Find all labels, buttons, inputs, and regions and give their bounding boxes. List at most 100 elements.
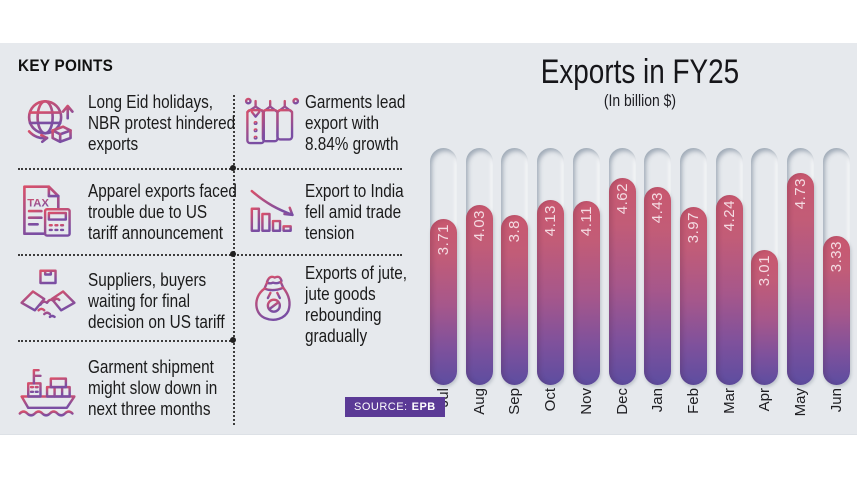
month-label: Jan <box>649 388 667 413</box>
declining-chart-icon <box>242 182 304 246</box>
handshake-icon <box>14 266 82 332</box>
key-point-item: Suppliers, buyers waiting for final deci… <box>88 270 249 333</box>
bar-value-text: 3.01 <box>756 255 774 287</box>
bar-value-label: 3.71 <box>430 224 457 255</box>
key-point-text: Suppliers, buyers waiting for final deci… <box>88 270 225 332</box>
month-slot: Sep <box>501 388 528 432</box>
chart-title-text: Exports in FY25 <box>540 53 740 91</box>
month-slot: Aug <box>466 388 493 432</box>
chart-subtitle: (In billion $) <box>428 91 852 111</box>
bar-slot: 4.62 <box>608 148 636 385</box>
globe-export-icon <box>12 88 82 156</box>
month-slot: Jun <box>823 388 850 432</box>
infographic-panel <box>0 43 857 435</box>
source-badge: SOURCE: EPB <box>345 397 445 417</box>
bar-value-label: 4.11 <box>573 206 600 236</box>
garments-icon <box>240 90 304 156</box>
bar-slot: 4.24 <box>715 148 743 385</box>
row-divider-3-dotted-line <box>18 340 235 342</box>
month-label: Aug <box>470 388 488 415</box>
key-point-item: Apparel exports faced trouble due to US … <box>88 181 263 244</box>
bar-value-label: 3.33 <box>823 241 850 272</box>
bar: 4.24 <box>715 195 743 385</box>
key-point-text: Apparel exports faced trouble due to US … <box>88 181 237 243</box>
month-label: Sep <box>506 388 524 415</box>
month-slot: Feb <box>680 388 707 432</box>
x-axis-labels: JulAugSepOctNovDecJanFebMarAprMayJun <box>430 388 850 432</box>
month-label: May <box>792 388 810 417</box>
jute-sack-icon <box>243 266 303 330</box>
month-slot: Mar <box>716 388 743 432</box>
bar-slot: 3.8 <box>501 148 529 385</box>
bar: 4.11 <box>572 201 600 385</box>
bar-value-label: 3.01 <box>751 255 778 286</box>
bar-slot: 3.01 <box>751 148 779 385</box>
bar-chart: 3.71 4.03 3.8 4.13 4.11 4.62 4.43 3.97 4.24 3.01 4… <box>430 148 850 385</box>
bar-value-label: 4.03 <box>466 210 493 241</box>
key-point-item: Garments lead export with 8.84% growth <box>305 92 423 155</box>
key-point-text: Garment shipment might slow down in next… <box>88 357 218 419</box>
bar: 4.03 <box>465 205 493 385</box>
bar-slot: 3.33 <box>822 148 850 385</box>
bar-slot: 3.97 <box>680 148 708 385</box>
bar-slot: 4.03 <box>465 148 493 385</box>
month-slot: Apr <box>751 388 778 432</box>
chart-title: Exports in FY25 <box>428 53 852 92</box>
source-value: EPB <box>411 401 436 413</box>
month-slot: Dec <box>609 388 636 432</box>
bar: 4.62 <box>608 178 636 385</box>
column-divider-dotted-line <box>233 95 235 425</box>
month-label: Oct <box>542 388 560 412</box>
chart-subtitle-text: (In billion $) <box>603 91 677 110</box>
bar-slot: 4.13 <box>537 148 565 385</box>
month-label: Feb <box>685 388 703 414</box>
bar-value-text: 3.8 <box>506 220 524 243</box>
month-slot: May <box>787 388 814 432</box>
bar-slot: 4.73 <box>787 148 815 385</box>
bar-value-text: 3.33 <box>827 241 845 273</box>
key-point-text: Garments lead export with 8.84% growth <box>305 92 406 154</box>
bar: 4.73 <box>787 173 815 385</box>
key-point-item: Garment shipment might slow down in next… <box>88 357 240 420</box>
key-points-heading-text: KEY POINTS <box>18 56 114 75</box>
key-point-item: Exports of jute, jute goods rebounding g… <box>305 263 425 347</box>
key-point-item: Export to India fell amid trade tension <box>305 181 421 244</box>
month-slot: Jan <box>644 388 671 432</box>
bar-slot: 4.43 <box>644 148 672 385</box>
bar-value-label: 4.13 <box>537 205 564 236</box>
month-label: Nov <box>577 388 595 415</box>
bar: 3.97 <box>680 207 708 385</box>
month-label: Dec <box>613 388 631 415</box>
key-point-text: Exports of jute, jute goods rebounding g… <box>305 263 408 346</box>
key-point-text: Export to India fell amid trade tension <box>305 181 404 243</box>
bar-value-text: 4.11 <box>577 206 595 237</box>
bar: 3.01 <box>751 250 779 385</box>
month-label: Jun <box>827 388 845 413</box>
month-label: Mar <box>720 388 738 414</box>
month-slot: Oct <box>537 388 564 432</box>
bar-value-label: 4.43 <box>644 192 671 223</box>
month-label: Apr <box>756 388 774 412</box>
key-points-heading: KEY POINTS <box>18 56 124 76</box>
bar-slot: 4.11 <box>572 148 600 385</box>
bar-value-label: 4.24 <box>716 200 743 231</box>
bar-value-label: 4.73 <box>787 178 814 209</box>
bar-value-text: 4.43 <box>649 192 667 224</box>
source-label: SOURCE: <box>354 401 408 413</box>
bar: 3.33 <box>822 236 850 385</box>
bar-value-label: 3.8 <box>501 220 528 242</box>
bar: 4.43 <box>644 187 672 385</box>
bar: 3.8 <box>501 215 529 385</box>
row-divider-1-dotted-line <box>18 168 402 170</box>
key-point-item: Long Eid holidays, NBR protest hindered … <box>88 92 261 155</box>
bar-value-text: 4.24 <box>720 200 738 232</box>
bar-value-text: 4.13 <box>542 205 560 237</box>
bar-slot: 3.71 <box>430 148 457 385</box>
bar: 4.13 <box>537 200 565 385</box>
bar-value-text: 3.97 <box>685 212 703 244</box>
bar-value-label: 3.97 <box>680 212 707 243</box>
bar-value-text: 4.62 <box>613 183 631 215</box>
svg-text:TAX: TAX <box>27 197 49 209</box>
divider-junction-dot <box>230 251 236 257</box>
